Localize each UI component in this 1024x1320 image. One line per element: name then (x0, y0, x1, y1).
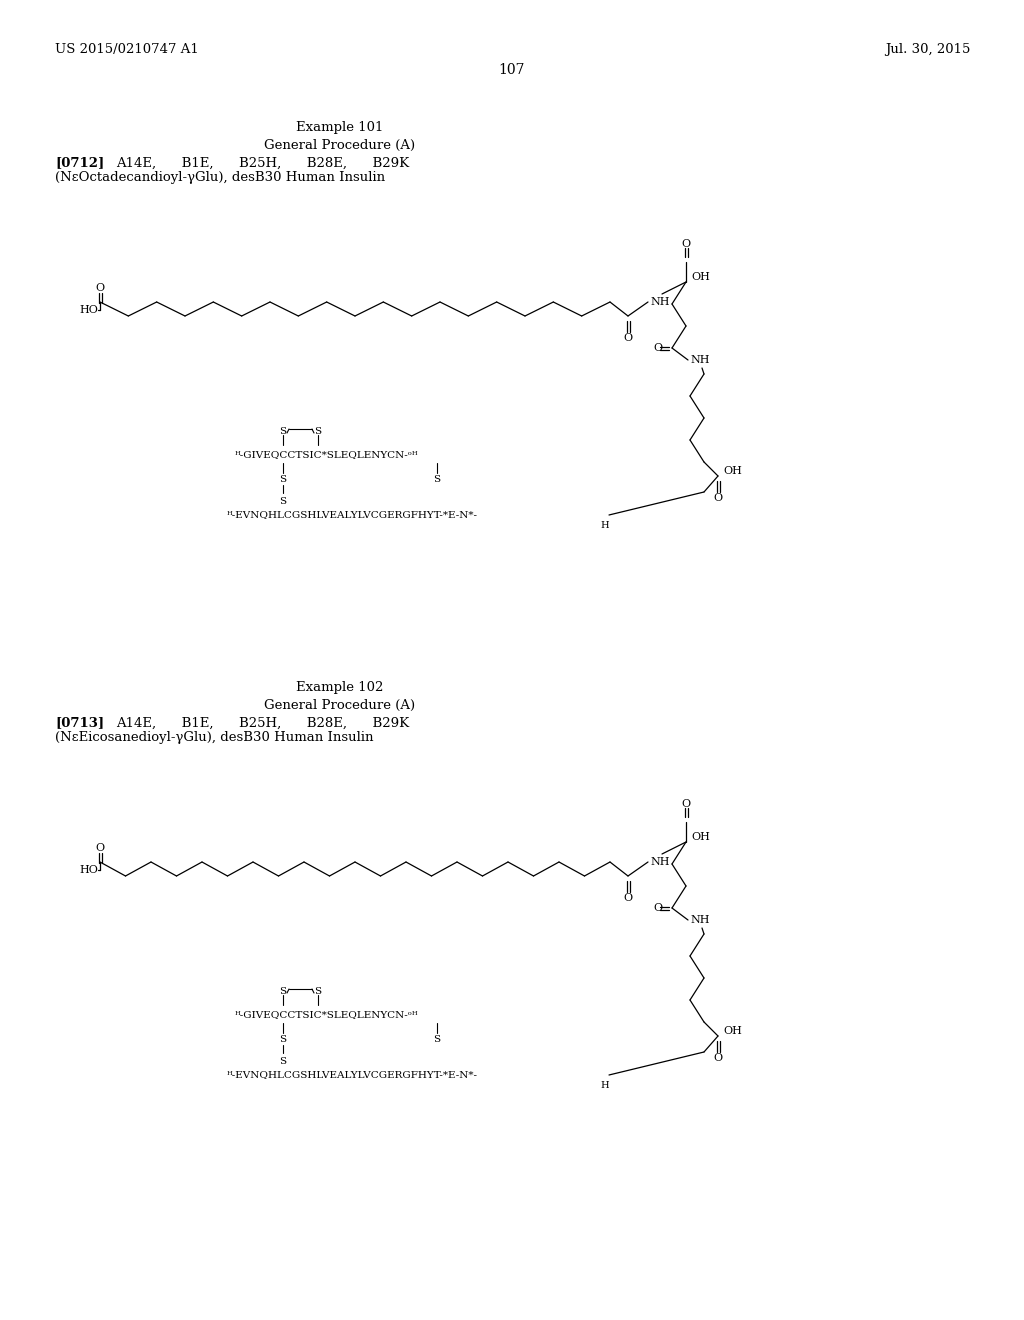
Text: (NεOctadecandioyl-γGlu), desB30 Human Insulin: (NεOctadecandioyl-γGlu), desB30 Human In… (55, 172, 385, 185)
Text: NH: NH (690, 355, 710, 366)
Text: S: S (280, 1035, 287, 1044)
Text: S: S (433, 1035, 440, 1044)
Text: H: H (601, 1081, 609, 1090)
Text: S: S (314, 428, 322, 437)
Text: O: O (95, 843, 104, 853)
Text: O: O (681, 239, 690, 249)
Text: NH: NH (650, 297, 670, 308)
Text: HO: HO (79, 865, 98, 875)
Text: ᴴ-EVNQHLCGSHLVEALYLVCGERGFHYT-*E-N*-: ᴴ-EVNQHLCGSHLVEALYLVCGERGFHYT-*E-N*- (227, 1071, 478, 1080)
Text: HO: HO (79, 305, 98, 315)
Text: Jul. 30, 2015: Jul. 30, 2015 (885, 44, 970, 57)
Text: O: O (653, 903, 663, 913)
Text: [0713]: [0713] (55, 717, 104, 730)
Text: S: S (280, 1056, 287, 1065)
Text: A14E,      B1E,      B25H,      B28E,      B29K: A14E, B1E, B25H, B28E, B29K (116, 157, 410, 169)
Text: OH: OH (691, 272, 710, 282)
Text: O: O (681, 799, 690, 809)
Text: Example 102: Example 102 (296, 681, 384, 694)
Text: O: O (714, 1053, 723, 1063)
Text: OH: OH (723, 466, 741, 477)
Text: O: O (653, 343, 663, 352)
Text: OH: OH (691, 832, 710, 842)
Text: S: S (433, 474, 440, 483)
Text: O: O (624, 894, 633, 903)
Text: A14E,      B1E,      B25H,      B28E,      B29K: A14E, B1E, B25H, B28E, B29K (116, 717, 410, 730)
Text: (NεEicosanedioyl-γGlu), desB30 Human Insulin: (NεEicosanedioyl-γGlu), desB30 Human Ins… (55, 731, 374, 744)
Text: ᴴ-GIVEQCCTSIC*SLEQLENYCN-ᵒᴴ: ᴴ-GIVEQCCTSIC*SLEQLENYCN-ᵒᴴ (234, 450, 419, 459)
Text: S: S (280, 496, 287, 506)
Text: S: S (280, 987, 287, 997)
Text: O: O (624, 333, 633, 343)
Text: H: H (601, 521, 609, 531)
Text: O: O (95, 282, 104, 293)
Text: S: S (280, 428, 287, 437)
Text: S: S (314, 987, 322, 997)
Text: ᴴ-GIVEQCCTSIC*SLEQLENYCN-ᵒᴴ: ᴴ-GIVEQCCTSIC*SLEQLENYCN-ᵒᴴ (234, 1011, 419, 1019)
Text: Example 101: Example 101 (296, 121, 384, 135)
Text: O: O (714, 492, 723, 503)
Text: General Procedure (A): General Procedure (A) (264, 698, 416, 711)
Text: US 2015/0210747 A1: US 2015/0210747 A1 (55, 44, 199, 57)
Text: General Procedure (A): General Procedure (A) (264, 139, 416, 152)
Text: ᴴ-EVNQHLCGSHLVEALYLVCGERGFHYT-*E-N*-: ᴴ-EVNQHLCGSHLVEALYLVCGERGFHYT-*E-N*- (227, 511, 478, 520)
Text: NH: NH (650, 857, 670, 867)
Text: [0712]: [0712] (55, 157, 104, 169)
Text: NH: NH (690, 915, 710, 925)
Text: S: S (280, 474, 287, 483)
Text: OH: OH (723, 1026, 741, 1036)
Text: 107: 107 (499, 63, 525, 77)
